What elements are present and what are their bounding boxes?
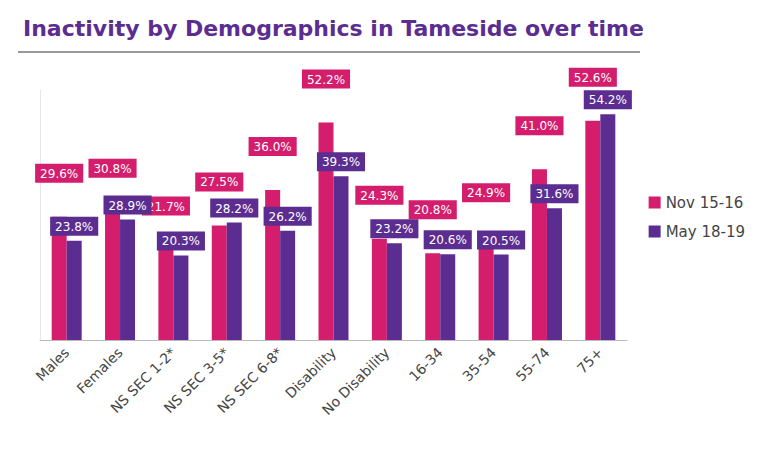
svg-text:55-74: 55-74 [513,344,553,384]
svg-text:28.9%: 28.9% [108,199,146,213]
svg-text:May 18-19: May 18-19 [666,223,745,241]
svg-text:20.8%: 20.8% [414,203,452,217]
svg-text:No Disability: No Disability [319,344,393,418]
svg-text:Inactivity by Demographics in: Inactivity by Demographics in Tameside o… [23,16,644,41]
svg-text:29.6%: 29.6% [40,167,78,181]
svg-text:24.3%: 24.3% [360,189,398,203]
svg-text:54.2%: 54.2% [589,93,627,107]
svg-text:41.0%: 41.0% [520,119,558,133]
svg-text:NS SEC 1-2*: NS SEC 1-2* [107,344,180,417]
svg-text:36.0%: 36.0% [254,140,292,154]
svg-text:28.2%: 28.2% [215,202,253,216]
svg-text:NS SEC 6-8*: NS SEC 6-8* [214,344,286,416]
svg-text:24.9%: 24.9% [467,186,505,200]
svg-text:21.7%: 21.7% [147,200,185,214]
svg-text:Disability: Disability [282,344,339,401]
svg-text:35-54: 35-54 [459,344,499,384]
svg-text:39.3%: 39.3% [322,155,360,169]
svg-text:52.2%: 52.2% [307,73,345,87]
svg-text:75+: 75+ [574,344,606,376]
svg-text:27.5%: 27.5% [200,175,238,189]
svg-text:Nov 15-16: Nov 15-16 [666,194,744,212]
svg-text:16-34: 16-34 [406,344,446,384]
svg-text:20.6%: 20.6% [429,233,467,247]
svg-text:20.5%: 20.5% [482,234,520,248]
svg-text:31.6%: 31.6% [535,187,573,201]
svg-text:20.3%: 20.3% [162,234,200,248]
svg-text:52.6%: 52.6% [574,71,612,85]
svg-text:23.2%: 23.2% [375,222,413,236]
svg-text:23.8%: 23.8% [55,220,93,234]
svg-text:Females: Females [73,344,125,396]
svg-text:26.2%: 26.2% [269,210,307,224]
svg-text:NS SEC 3-5*: NS SEC 3-5* [160,344,233,417]
svg-text:Males: Males [32,344,72,384]
svg-text:30.8%: 30.8% [93,162,131,176]
